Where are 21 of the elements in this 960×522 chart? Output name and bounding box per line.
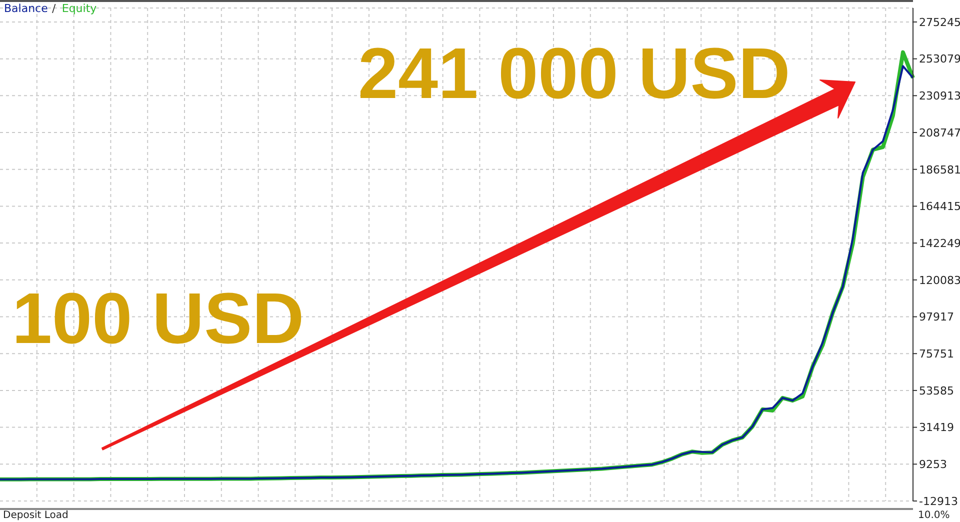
annotation: / xyxy=(52,2,56,15)
y-tick-label: 120083 xyxy=(919,274,960,287)
y-tick-label: 53585 xyxy=(919,384,954,398)
y-tick-label: 230913 xyxy=(919,90,960,103)
y-tick-label: 208747 xyxy=(919,126,960,140)
y-tick-label: 142249 xyxy=(919,236,960,250)
y-tick-label: 164415 xyxy=(919,200,960,214)
y-tick-label: 275245 xyxy=(919,16,960,29)
text: Balance xyxy=(4,2,48,15)
annotation: 241 000 USD xyxy=(358,34,790,114)
y-tick-label: 75751 xyxy=(919,348,954,361)
text: 10.0% xyxy=(918,510,950,521)
y-tick-label: 253079 xyxy=(919,52,960,66)
y-tick-label: 31419 xyxy=(919,421,954,434)
y-tick-label: 186581 xyxy=(919,163,960,176)
y-tick-label: 97917 xyxy=(919,310,954,324)
y-tick-label: -12913 xyxy=(919,494,958,508)
text: Equity xyxy=(62,2,97,15)
y-tick-label: 9253 xyxy=(919,458,947,472)
text: Deposit Load xyxy=(3,510,68,521)
annotation: 100 USD xyxy=(12,279,304,359)
